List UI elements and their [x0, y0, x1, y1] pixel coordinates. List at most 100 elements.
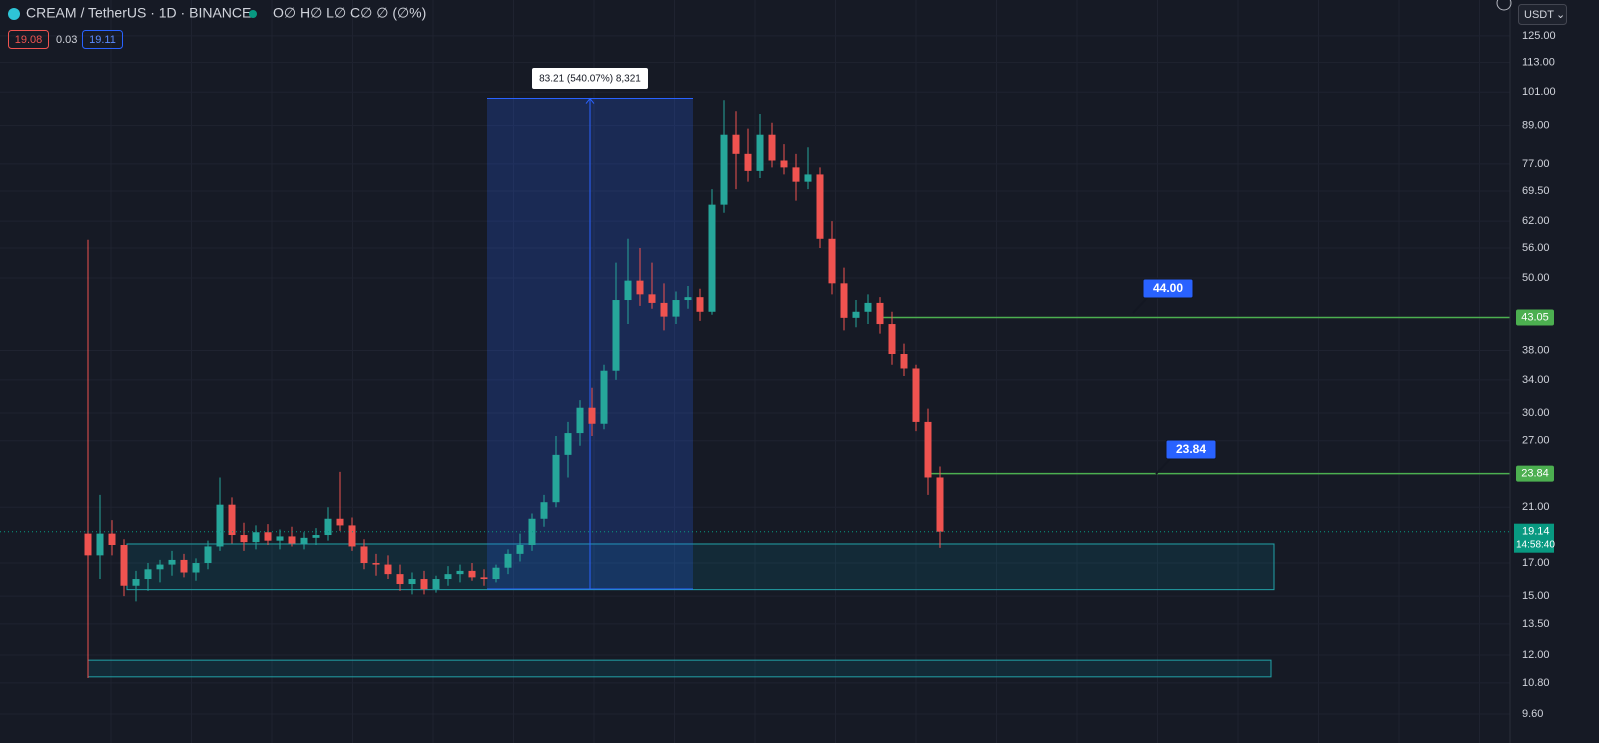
y-tick-label: 30.00 — [1522, 407, 1550, 419]
callout-pointer — [1155, 457, 1172, 475]
candle-body — [420, 579, 428, 590]
candle-body — [132, 579, 140, 586]
candle-body — [912, 368, 920, 422]
y-tick-label: 89.00 — [1522, 120, 1550, 132]
candle-body — [396, 574, 404, 585]
currency: USDT — [1524, 9, 1554, 21]
bid-button[interactable] — [8, 30, 49, 49]
candle-body — [708, 204, 716, 312]
y-tick-label: 125.00 — [1522, 30, 1556, 42]
candle-body — [312, 535, 320, 538]
candle-body — [444, 574, 452, 580]
candle-body — [264, 532, 272, 541]
level-axis-label: 43.05 — [1521, 311, 1549, 323]
candle-body — [252, 532, 260, 543]
y-tick-label: 17.00 — [1522, 557, 1550, 569]
y-tick-label: 15.00 — [1522, 590, 1550, 602]
y-tick-label: 12.00 — [1522, 649, 1550, 661]
zone — [87, 659, 1272, 678]
callout-box — [1142, 278, 1194, 299]
candle-body — [792, 167, 800, 182]
candle-body — [756, 134, 764, 171]
symbol-title: CREAM / TetherUS · 1D · BINANCE — [26, 5, 251, 21]
y-tick-label: 69.50 — [1522, 185, 1550, 197]
candle-body — [660, 302, 668, 317]
candle-body — [120, 544, 128, 586]
candle-body — [600, 370, 608, 424]
measure-label-box — [532, 68, 648, 89]
candle-body — [576, 407, 584, 434]
last-price-label: 19.14 — [1522, 526, 1550, 538]
add-button[interactable] — [1496, 0, 1512, 11]
candle-body — [480, 577, 488, 580]
level-axis-box — [1516, 465, 1554, 482]
measure-arrow-head — [585, 97, 595, 104]
y-tick-label: 27.00 — [1522, 435, 1550, 447]
candle-body — [588, 407, 596, 424]
y-tick-label: 10.80 — [1522, 677, 1550, 689]
candle-body — [684, 297, 692, 301]
candle-body — [612, 300, 620, 371]
candle-body — [636, 280, 644, 295]
candle-body — [432, 579, 440, 590]
candle-body — [900, 354, 908, 369]
candle-body — [408, 579, 416, 585]
countdown: 14:58:40 — [1516, 539, 1555, 550]
y-tick-label: 62.00 — [1522, 215, 1550, 227]
status-dot — [249, 10, 257, 18]
candle-body — [672, 300, 680, 317]
candle-body — [384, 564, 392, 575]
symbol-icon — [8, 8, 20, 20]
candle-body — [468, 570, 476, 578]
callout-label: 23.84 — [1176, 442, 1206, 456]
candle-body — [348, 525, 356, 547]
candle-body — [804, 174, 812, 182]
candle-body — [780, 160, 788, 168]
candle-body — [288, 536, 296, 544]
candle-body — [492, 567, 500, 580]
currency-caret: ⌄ — [1556, 9, 1565, 21]
candle-body — [168, 559, 176, 565]
candle-body — [516, 544, 524, 554]
candle-body — [456, 570, 464, 575]
ask-button[interactable] — [82, 30, 123, 49]
candle-body — [624, 280, 632, 301]
candle-body — [924, 421, 932, 478]
candle-body — [648, 294, 656, 303]
candle-body — [300, 537, 308, 544]
y-tick-label: 13.50 — [1522, 618, 1550, 630]
currency-button[interactable] — [1518, 4, 1567, 25]
candle-body — [720, 134, 728, 205]
candle-body — [876, 302, 884, 325]
y-tick-label: 21.00 — [1522, 501, 1550, 513]
candle-body — [696, 297, 704, 312]
candle-body — [840, 283, 848, 318]
candle-body — [324, 518, 332, 536]
candle-body — [828, 238, 836, 284]
bid-price: 19.08 — [15, 34, 43, 46]
candle-body — [96, 533, 104, 556]
candle-body — [564, 433, 572, 455]
candle-body — [360, 546, 368, 564]
candle-body — [192, 563, 200, 573]
callout-box — [1165, 439, 1217, 460]
y-tick-label: 34.00 — [1522, 374, 1550, 386]
candle-body — [216, 504, 224, 547]
candle-body — [816, 174, 824, 239]
candle-body — [744, 153, 752, 171]
candle-body — [732, 134, 740, 154]
candle-body — [228, 504, 236, 536]
candle-body — [552, 454, 560, 503]
candle-body — [156, 564, 164, 570]
level-axis-box — [1516, 309, 1554, 326]
candle-body — [84, 533, 92, 556]
ask-price: 19.11 — [89, 34, 116, 46]
candle-body — [180, 559, 188, 573]
candle-body — [936, 477, 944, 532]
candle-body — [852, 311, 860, 318]
ohlc-values: O∅ H∅ L∅ C∅ ∅ (∅%) — [273, 5, 426, 21]
candle-body — [240, 535, 248, 543]
zone — [126, 543, 1275, 591]
candle-body — [372, 563, 380, 565]
